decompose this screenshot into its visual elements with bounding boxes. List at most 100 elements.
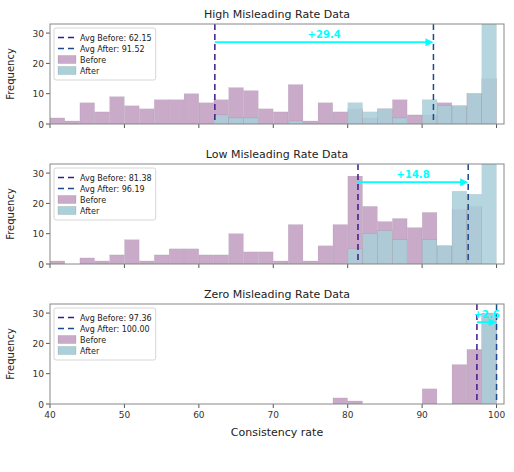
- bar: [50, 118, 65, 124]
- y-tick: [46, 93, 50, 94]
- y-tick-label: 20: [33, 59, 45, 69]
- x-tick: [422, 264, 423, 268]
- legend-label: Before: [80, 196, 106, 205]
- y-axis-label: Frequency: [5, 328, 16, 380]
- legend-swatch: [58, 336, 76, 344]
- y-axis-label: Frequency: [5, 48, 16, 100]
- legend-label: Before: [80, 56, 106, 65]
- y-tick: [46, 264, 50, 265]
- legend: Avg Before: 62.15 Avg After: 91.52 Before A…: [54, 28, 156, 80]
- bar: [125, 240, 140, 264]
- legend-swatch: [58, 196, 76, 204]
- x-tick: [496, 264, 497, 268]
- legend-label: Avg After: 91.52: [80, 45, 145, 54]
- x-tick: [124, 404, 125, 408]
- x-tick-label: 80: [342, 410, 354, 420]
- title: Low Misleading Rate Data: [206, 148, 348, 161]
- arrow-head: [460, 178, 468, 186]
- legend-swatch: [58, 317, 76, 319]
- bar: [229, 234, 244, 264]
- figure: High Misleading Rate Data0102030Frequenc…: [0, 0, 514, 472]
- bar: [378, 222, 393, 264]
- y-tick-label: 0: [38, 400, 44, 410]
- delta-label: +29.4: [308, 29, 341, 40]
- legend-box: [54, 168, 156, 220]
- legend-box: [54, 28, 156, 80]
- bar: [422, 100, 437, 124]
- bar: [363, 234, 378, 264]
- legend-label: Avg Before: 62.15: [80, 34, 152, 43]
- bar: [348, 103, 363, 124]
- arrow-head: [425, 38, 433, 46]
- x-tick: [50, 124, 51, 128]
- y-axis-label: Frequency: [5, 188, 16, 240]
- bar: [422, 389, 437, 404]
- x-axis-label: Consistency rate: [231, 426, 324, 439]
- bar: [244, 91, 259, 124]
- bar: [259, 109, 274, 124]
- y-tick-label: 10: [33, 229, 45, 239]
- bar: [378, 109, 393, 124]
- y-tick-label: 30: [33, 309, 45, 319]
- plot-marks: [50, 164, 496, 264]
- x-tick-label: 90: [416, 410, 428, 420]
- y-tick: [46, 203, 50, 204]
- bar: [482, 164, 497, 264]
- bar: [154, 255, 169, 264]
- series: [333, 313, 496, 404]
- y-tick: [46, 404, 50, 405]
- x-tick: [273, 404, 274, 408]
- bar: [393, 100, 408, 124]
- panel: Zero Misleading Rate Data010203040506070…: [5, 288, 505, 439]
- bar: [110, 97, 125, 124]
- delta-label: +14.8: [397, 169, 430, 180]
- bar: [378, 231, 393, 264]
- bar: [288, 225, 303, 264]
- x-tick-label: 60: [193, 410, 205, 420]
- x-tick-label: 40: [44, 410, 56, 420]
- bar: [407, 228, 422, 264]
- average-line: [467, 164, 469, 264]
- average-line: [357, 164, 359, 264]
- plot-marks: [333, 304, 497, 404]
- y-tick-label: 30: [33, 169, 45, 179]
- x-tick-label: 50: [119, 410, 131, 420]
- bar: [154, 100, 169, 124]
- y-tick-label: 20: [33, 199, 45, 209]
- legend-swatch: [58, 177, 76, 179]
- bar: [214, 115, 229, 124]
- y-tick: [46, 373, 50, 374]
- bar: [393, 240, 408, 264]
- y-tick: [46, 63, 50, 64]
- legend-label: Avg Before: 81.38: [80, 174, 152, 183]
- bar: [229, 88, 244, 124]
- bar: [437, 106, 452, 124]
- bar: [348, 176, 363, 264]
- series: [348, 164, 497, 264]
- plot-marks: [50, 24, 496, 124]
- bar: [229, 118, 244, 124]
- legend-swatch: [58, 347, 76, 355]
- bar: [333, 112, 348, 124]
- bar: [407, 115, 422, 124]
- y-tick: [46, 124, 50, 125]
- x-tick: [496, 404, 497, 408]
- x-tick: [198, 404, 199, 408]
- series: [214, 24, 497, 124]
- bar: [482, 24, 497, 124]
- legend-label: Avg After: 100.00: [80, 325, 150, 334]
- x-tick: [50, 404, 51, 408]
- bar: [110, 255, 125, 264]
- arrow-shaft: [215, 41, 429, 43]
- legend-label: Avg Before: 97.36: [80, 314, 152, 323]
- bar: [184, 249, 199, 264]
- x-tick: [273, 264, 274, 268]
- legend-label: After: [80, 67, 100, 76]
- series: [50, 79, 496, 124]
- x-tick: [347, 404, 348, 408]
- bar: [214, 255, 229, 264]
- x-tick: [422, 404, 423, 408]
- delta-label: +2.6: [474, 309, 500, 320]
- bar: [259, 252, 274, 264]
- legend-swatch: [58, 328, 76, 330]
